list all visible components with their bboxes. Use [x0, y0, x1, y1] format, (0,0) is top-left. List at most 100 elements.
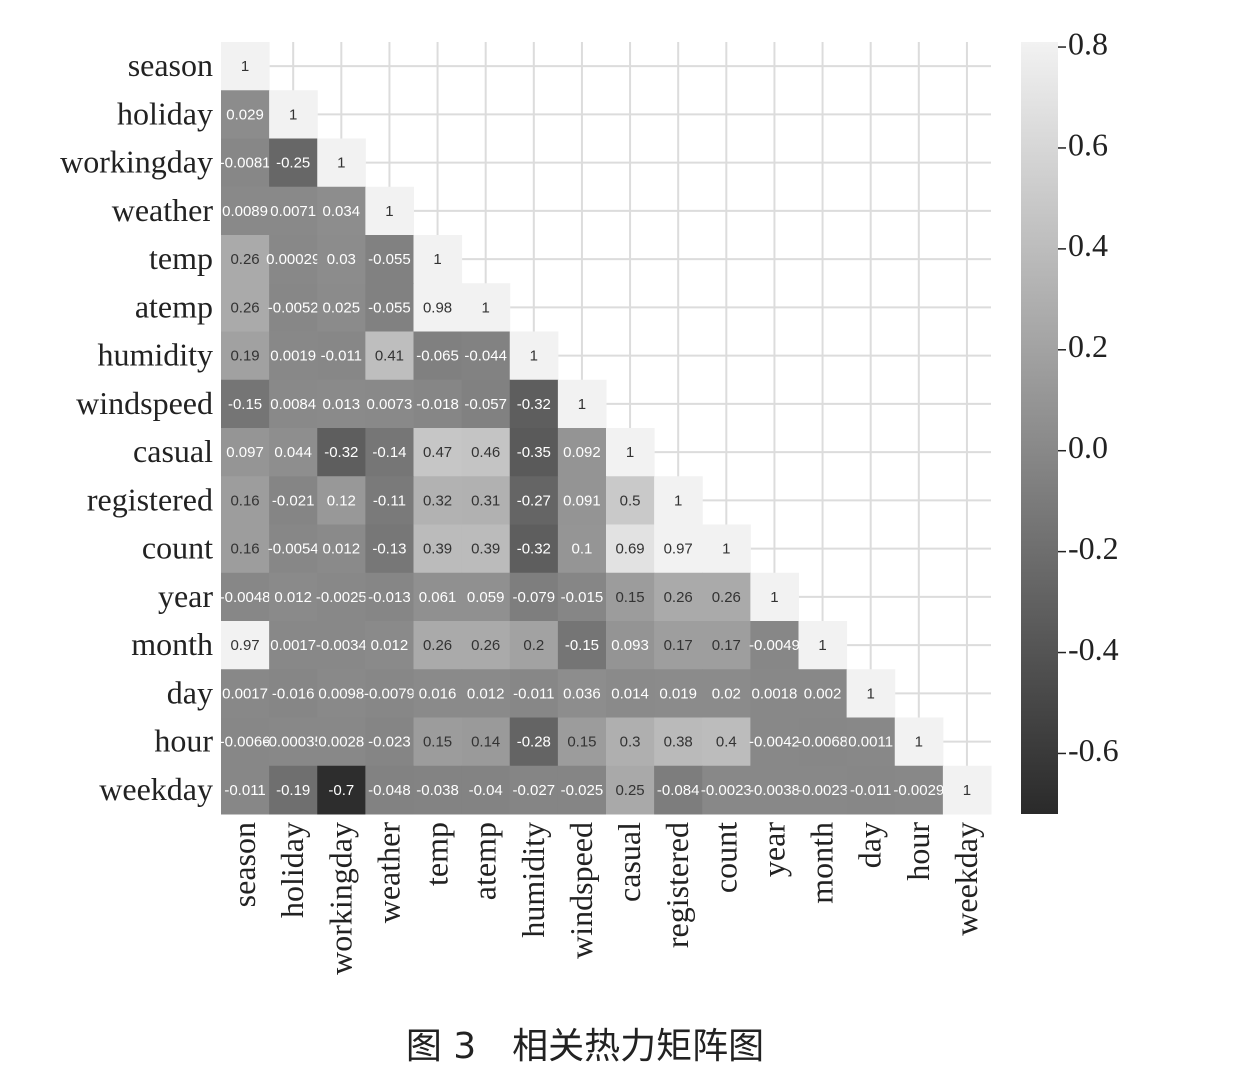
x-tick-label: humidity	[515, 822, 551, 938]
x-tick-label: weekday	[948, 822, 984, 936]
cell	[317, 572, 366, 622]
cell	[269, 331, 318, 381]
x-tick-label: season	[226, 822, 262, 907]
cell-label: 0.091	[563, 492, 601, 509]
cell	[365, 476, 414, 525]
cell-label: 0.26	[230, 299, 259, 316]
cell	[557, 524, 607, 574]
cell	[557, 717, 607, 767]
cell-label: -0.015	[561, 589, 604, 606]
cell	[557, 621, 607, 670]
cell	[606, 428, 655, 477]
cell-label: 0.03	[327, 251, 356, 268]
cell-label: 0.097	[226, 444, 264, 461]
cell	[413, 379, 463, 429]
cell	[365, 765, 414, 815]
cell-label: -0.027	[513, 782, 556, 799]
cell-label: 0.0017	[222, 685, 268, 702]
y-tick-label: casual	[133, 433, 213, 469]
cell	[606, 765, 655, 815]
x-tick-label: workingday	[322, 822, 358, 975]
cell-label: -0.32	[517, 396, 551, 413]
cell-label: 0.0017	[270, 637, 316, 654]
cell	[221, 283, 270, 332]
cell-label: 1	[337, 155, 345, 172]
cell	[269, 717, 318, 767]
cell-label: 1	[530, 348, 538, 365]
cell	[461, 524, 511, 574]
cell	[702, 524, 751, 574]
cell	[269, 524, 318, 574]
cell	[606, 572, 655, 622]
y-tick-label: temp	[149, 240, 213, 276]
cell-label: 0.029	[226, 106, 264, 123]
cell	[413, 428, 463, 477]
cell	[606, 524, 655, 574]
cell	[221, 621, 270, 670]
cell	[750, 572, 799, 622]
cell-label: 0.012	[371, 637, 409, 654]
cell	[606, 717, 655, 767]
cell	[221, 428, 270, 477]
cell	[702, 669, 751, 718]
caption: 图 3 相关热力矩阵图	[406, 1026, 764, 1067]
cell-label: 0.19	[230, 348, 259, 365]
cell-label: -0.00035	[264, 734, 323, 751]
cell-label: 0.3	[620, 734, 641, 751]
cell-label: -0.0049	[749, 637, 800, 654]
cell-label: 0.0028	[318, 734, 364, 751]
cell-label: -0.0081	[220, 155, 271, 172]
cell-label: 0.0019	[270, 348, 316, 365]
cell-label: -0.011	[321, 348, 362, 365]
cell-label: 1	[963, 782, 971, 799]
cell	[365, 235, 414, 284]
cell-label: -0.7	[328, 782, 354, 799]
cell	[317, 476, 366, 525]
x-tick-label: weather	[370, 822, 406, 924]
cell	[894, 765, 944, 815]
x-tick-label: registered	[659, 822, 695, 948]
cell-label: -0.011	[850, 782, 891, 799]
cell	[702, 621, 751, 670]
cell-label: 0.46	[471, 444, 500, 461]
cell	[221, 90, 270, 139]
cell-label: -0.04	[469, 782, 503, 799]
cell-label: -0.044	[464, 348, 507, 365]
cell	[365, 717, 414, 767]
cell-label: -0.057	[464, 396, 507, 413]
cell	[798, 669, 848, 718]
y-tick-label: year	[158, 578, 213, 614]
cell-label: 0.061	[419, 589, 457, 606]
cell-label: 0.12	[327, 492, 356, 509]
cell-label: -0.0052	[268, 299, 319, 316]
cell-label: 0.044	[274, 444, 312, 461]
cell-label: 0.2	[523, 637, 544, 654]
cell-label: 0.036	[563, 685, 601, 702]
cell-label: 0.16	[230, 492, 259, 509]
cell	[846, 717, 896, 767]
cell-label: 0.41	[375, 348, 404, 365]
x-tick-label: windspeed	[563, 822, 599, 959]
cell-label: -0.32	[324, 444, 358, 461]
x-tick-label: month	[804, 822, 840, 904]
cell	[654, 765, 703, 815]
cell	[461, 428, 511, 477]
cell-label: 0.012	[274, 589, 312, 606]
cell	[221, 572, 270, 622]
cell	[365, 572, 414, 622]
cell-label: -0.013	[368, 589, 411, 606]
cell-label: 0.0011	[848, 734, 893, 751]
cell	[269, 138, 318, 188]
cell	[317, 669, 366, 718]
cell	[413, 572, 463, 622]
x-tick-label: atemp	[467, 822, 503, 900]
cell-label: 0.17	[712, 637, 741, 654]
cell	[702, 765, 751, 815]
cell-label: 0.32	[423, 492, 452, 509]
y-tick-label: count	[142, 530, 213, 566]
cell-label: -0.011	[224, 782, 265, 799]
cell-label: 1	[578, 396, 586, 413]
cell-label: -0.15	[565, 637, 599, 654]
cell	[221, 379, 270, 429]
